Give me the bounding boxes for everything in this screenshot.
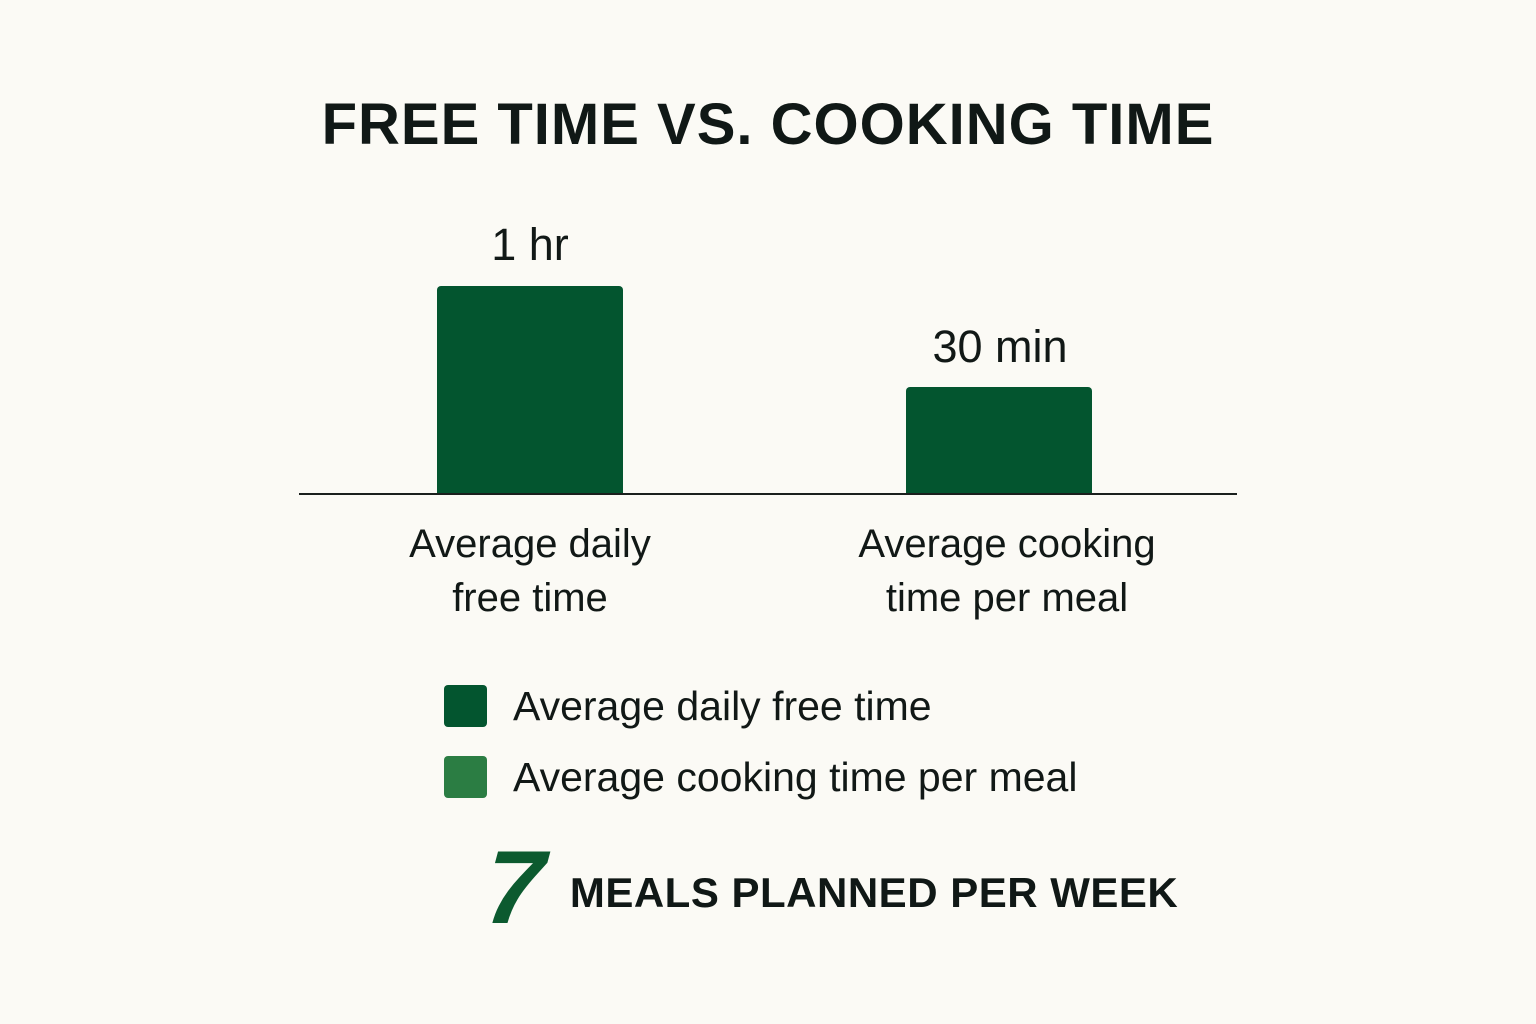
bar-cooking-time [906,387,1092,494]
category-label-line1: Average daily [409,522,651,566]
category-label-line2: time per meal [885,576,1129,620]
category-label-cooking-time: Average cooking time per meal [800,517,1214,625]
meals-per-week-stat: 7 MEALS PLANNED PER WEEK [481,830,1179,946]
bar-free-time [437,286,623,494]
stat-number: 7 [481,830,548,946]
legend-item-free-time: Average daily free time [444,684,932,728]
chart-title: FREE TIME VS. COOKING TIME [321,92,1215,157]
category-label-free-time: Average daily free time [330,517,730,625]
legend-swatch-dark-green [444,685,487,727]
legend-item-cooking-time: Average cooking time per meal [444,755,1077,799]
legend-label: Average daily free time [513,683,932,729]
bar-value-label-cooking-time: 30 min [932,321,1068,372]
category-label-line1: Average cooking [858,522,1156,566]
bar-value-label-free-time: 1 hr [491,219,569,270]
legend-label: Average cooking time per meal [513,754,1078,800]
x-axis-baseline [299,493,1237,495]
stat-text: MEALS PLANNED PER WEEK [569,869,1179,916]
category-label-line2: free time [452,576,608,620]
legend-swatch-medium-green [444,756,487,798]
